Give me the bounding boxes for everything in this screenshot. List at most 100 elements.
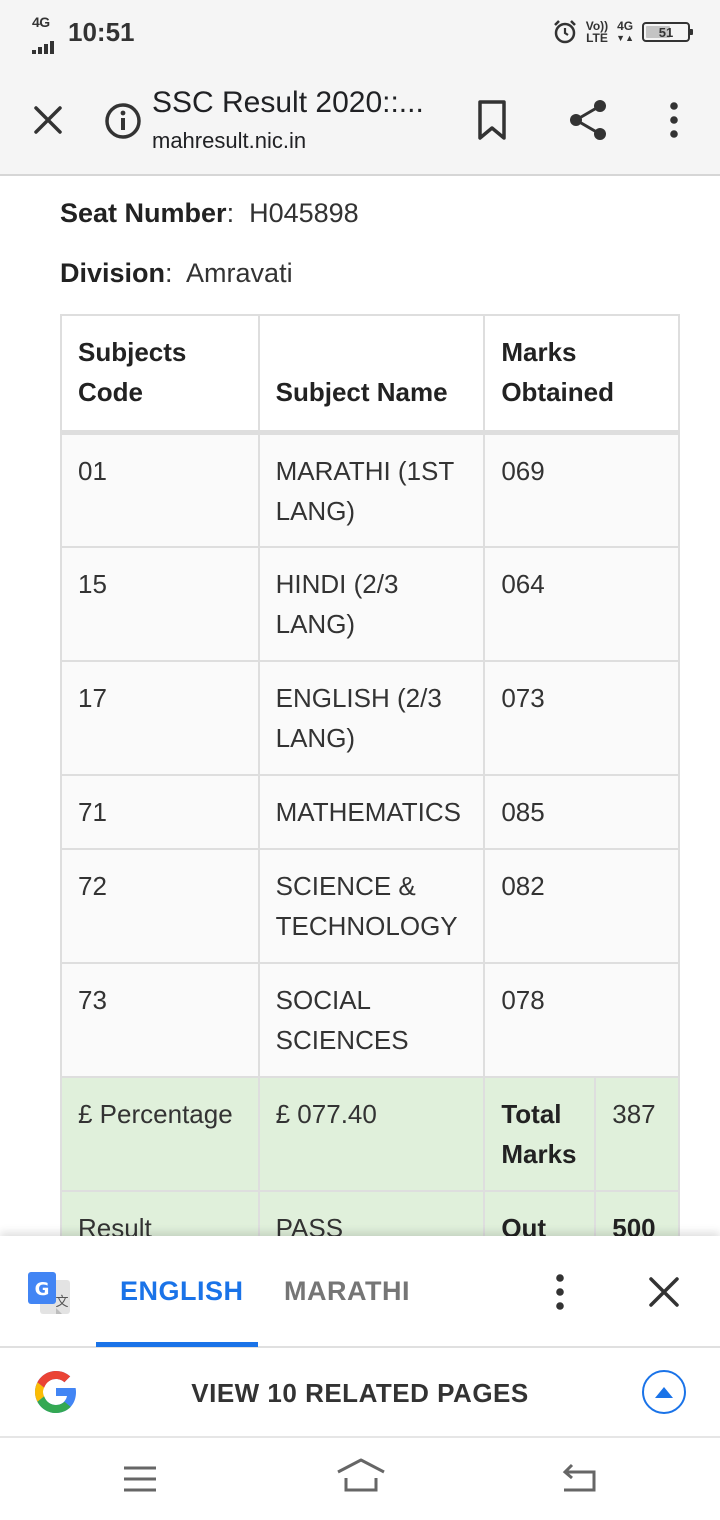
subject-name-line1: ENGLISH (2/3: [275, 682, 442, 713]
subject-name: ENGLISH (2/3 LANG): [257, 659, 486, 776]
google-logo-icon: [35, 1371, 76, 1413]
volte-label: Vo)): [585, 19, 609, 33]
subject-code: 73: [60, 961, 260, 1078]
header-code-line2: Code: [78, 377, 143, 407]
volte-indicator: Vo)) LTE: [586, 20, 608, 44]
status-right: Vo)) LTE 4G ▼▲ 51: [552, 16, 693, 48]
table-row: 01 MARATHI (1ST LANG) 069: [60, 431, 680, 548]
translate-bar: G 文 ENGLISH MARATHI: [0, 1236, 720, 1348]
system-nav-bar: [0, 1438, 720, 1520]
expand-related-button[interactable]: [642, 1370, 686, 1414]
table-header-row: Subjects Code Subject Name Marks Obtaine…: [60, 314, 680, 435]
bookmark-icon[interactable]: [472, 98, 512, 142]
header-subject-code: Subjects Code: [60, 314, 260, 435]
battery-icon: 51: [642, 22, 693, 42]
subject-code: 17: [60, 659, 260, 776]
page-title[interactable]: SSC Result 2020::...: [152, 86, 424, 119]
seat-number-label: Seat Number: [60, 198, 227, 228]
subject-name-line1: MARATHI (1ST: [275, 456, 455, 486]
table-row: 73 SOCIAL SCIENCES 078: [60, 961, 680, 1078]
subject-marks: 069: [483, 431, 680, 548]
data-indicator: 4G ▼▲: [616, 20, 634, 44]
translate-options-icon[interactable]: [546, 1272, 574, 1312]
table-row: 17 ENGLISH (2/3 LANG) 073: [60, 659, 680, 776]
data-network-label: 4G: [617, 19, 634, 33]
header-marks-obtained: Marks Obtained: [483, 314, 680, 435]
close-translate-icon[interactable]: [646, 1274, 682, 1310]
related-pages-label[interactable]: VIEW 10 RELATED PAGES: [191, 1378, 529, 1408]
tab-marathi[interactable]: MARATHI: [284, 1276, 410, 1306]
table-row: 72 SCIENCE & TECHNOLOGY 082: [60, 847, 680, 964]
subject-name: SOCIAL SCIENCES: [257, 961, 486, 1078]
more-options-icon[interactable]: [654, 98, 694, 142]
subject-marks: 082: [483, 847, 680, 964]
header-marks-line2: Obtained: [501, 377, 614, 407]
subject-marks: 078: [483, 961, 680, 1078]
result-label: Result: [60, 1189, 260, 1236]
total-label-line1: Total: [501, 1098, 562, 1129]
division-value: Amravati: [186, 258, 293, 288]
subject-code: 15: [60, 545, 260, 662]
status-bar: 4G 10:51 Vo)) LTE 4G ▼▲ 51: [0, 0, 720, 64]
subject-code: 72: [60, 847, 260, 964]
subject-name: SCIENCE & TECHNOLOGY: [257, 847, 486, 964]
header-code-line1: Subjects: [78, 337, 187, 367]
summary-row-result: Result PASS Out 500: [60, 1189, 680, 1236]
subject-name-line1: MATHEMATICS: [275, 796, 461, 827]
total-label-line2: Marks: [501, 1138, 577, 1169]
out-of-value: 500: [594, 1189, 680, 1236]
table-row: 15 HINDI (2/3 LANG) 064: [60, 545, 680, 662]
total-marks-value: 387: [594, 1075, 680, 1192]
page-url[interactable]: mahresult.nic.in: [152, 128, 307, 153]
result-value: PASS: [257, 1189, 486, 1236]
percentage-value: £ 077.40: [257, 1075, 486, 1192]
subject-code: 01: [60, 431, 260, 548]
data-arrows-icon: ▼▲: [616, 33, 634, 43]
percentage-label: £ Percentage: [60, 1075, 260, 1192]
lte-label: LTE: [586, 31, 608, 45]
battery-level: 51: [658, 24, 674, 40]
total-marks-label: Total Marks: [483, 1075, 597, 1192]
out-of-label: Out: [483, 1189, 597, 1236]
subject-name-line2: LANG): [275, 496, 356, 526]
seat-number-value: H045898: [249, 198, 359, 228]
seat-number-line: Seat Number: H045898: [60, 198, 359, 228]
subject-name-line1: HINDI (2/3: [275, 568, 399, 599]
subject-name: HINDI (2/3 LANG): [257, 545, 486, 662]
division-line: Division: Amravati: [60, 258, 293, 288]
signal-icon: 4G: [30, 14, 60, 54]
subject-name-line2: SCIENCES: [275, 1024, 409, 1055]
svg-text:文: 文: [55, 1295, 68, 1310]
back-icon[interactable]: [560, 1462, 600, 1494]
chevron-up-icon: [655, 1387, 673, 1398]
summary-row-percentage: £ Percentage £ 077.40 Total Marks 387: [60, 1075, 680, 1192]
recent-apps-icon[interactable]: [122, 1464, 158, 1494]
table-row: 71 MATHEMATICS 085: [60, 773, 680, 850]
status-time: 10:51: [68, 17, 135, 47]
svg-text:G: G: [35, 1279, 50, 1300]
tab-english[interactable]: ENGLISH: [120, 1276, 244, 1306]
browser-toolbar: SSC Result 2020::... mahresult.nic.in: [0, 64, 720, 176]
header-marks-line1: Marks: [501, 337, 577, 367]
active-tab-indicator: [96, 1342, 258, 1347]
results-table: Subjects Code Subject Name Marks Obtaine…: [60, 314, 680, 1236]
home-icon[interactable]: [336, 1458, 386, 1494]
subject-name-line1: SCIENCE &: [275, 870, 416, 901]
subject-marks: 073: [483, 659, 680, 776]
header-name-text: Subject Name: [275, 377, 448, 407]
division-label: Division: [60, 258, 166, 288]
subject-name-line2: TECHNOLOGY: [275, 910, 458, 941]
subject-name-line2: LANG): [275, 722, 356, 753]
page-content: Seat Number: H045898 Division: Amravati …: [0, 178, 720, 1236]
header-subject-name: Subject Name: [257, 314, 486, 435]
subject-marks: 064: [483, 545, 680, 662]
share-icon[interactable]: [566, 98, 610, 142]
info-icon[interactable]: [104, 102, 142, 140]
related-pages-bar[interactable]: VIEW 10 RELATED PAGES: [0, 1348, 720, 1438]
subject-marks: 085: [483, 773, 680, 850]
google-translate-icon: G 文: [28, 1272, 70, 1314]
subject-name-line2: LANG): [275, 608, 356, 639]
alarm-icon: [553, 20, 576, 44]
subject-name: MATHEMATICS: [257, 773, 486, 850]
close-icon[interactable]: [28, 100, 68, 140]
